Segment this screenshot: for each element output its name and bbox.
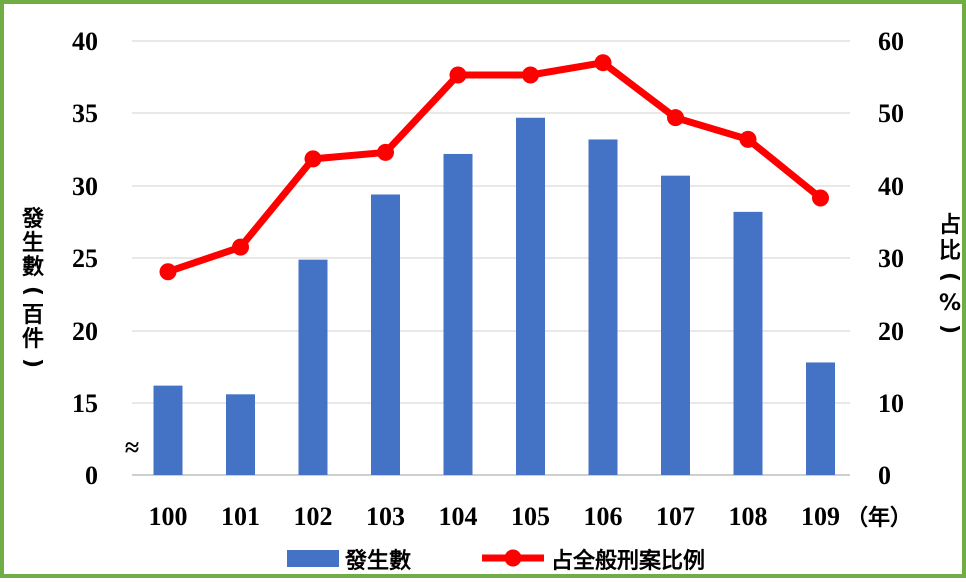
y-right-tick-label: 60	[878, 27, 904, 56]
axis-title-char: (	[20, 286, 45, 296]
line-point-105	[522, 66, 539, 84]
line-point-107	[667, 109, 684, 127]
y-right-axis-title: 占比 (%)	[937, 213, 962, 334]
y-left-tick-label: 40	[72, 27, 98, 56]
line-point-102	[304, 150, 322, 168]
y-right-tick-label: 10	[878, 389, 904, 418]
bar-105	[516, 117, 545, 475]
y-right-tick-label: 0	[878, 461, 891, 490]
x-tick-label: 102	[294, 502, 333, 531]
y-left-tick-label: 20	[72, 317, 98, 346]
legend-line-label: 占全般刑案比例	[551, 548, 705, 574]
y-right-tick-label: 40	[878, 172, 904, 201]
bar-107	[661, 175, 690, 475]
y-left-tick-label: 0	[85, 461, 98, 490]
x-tick-label: 105	[511, 502, 550, 531]
x-tick-label: 104	[439, 502, 478, 531]
x-tick-label: 107	[656, 502, 695, 531]
bar-100	[153, 385, 183, 475]
x-tick-label: 108	[729, 502, 768, 531]
y-left-axis-title: 發生數 ( 百件)	[20, 207, 45, 368]
y-left-tick-label: 35	[72, 99, 98, 128]
line-series	[166, 59, 823, 276]
y-left-tick-label: 15	[72, 389, 98, 418]
bar-104	[443, 153, 473, 475]
y-right-tick-label: 20	[878, 317, 904, 346]
line-point-103	[377, 143, 394, 161]
bar-102	[298, 259, 328, 475]
x-tick-label: 106	[584, 502, 623, 531]
legend-bar-swatch	[287, 550, 339, 567]
axis-title-char: 件	[22, 327, 44, 352]
x-axis-unit: （年）	[846, 505, 912, 531]
bar-103	[371, 194, 400, 475]
legend-line-marker	[504, 549, 522, 567]
y-right-tick-label: 30	[878, 244, 904, 273]
axis-title-char: 比	[939, 239, 961, 264]
axis-title-char: 百	[22, 303, 44, 328]
x-tick-label: 101	[221, 502, 260, 531]
bar-106	[588, 139, 618, 476]
line-point-104	[449, 66, 467, 84]
axis-title-char: )	[20, 358, 45, 368]
axis-break-symbol: ≈	[125, 433, 139, 462]
line-point-101	[232, 238, 249, 256]
combo-chart: 0 15 20 25 30 35 40 ≈0 10 20 30 40 50 60 100 101 102 103 1…	[20, 27, 962, 574]
axis-title-char: 數	[22, 255, 44, 280]
axis-title-char: %	[939, 291, 961, 316]
x-tick-label: 109	[801, 502, 840, 531]
y-left-tick-label: 30	[72, 172, 98, 201]
bar-108	[733, 211, 763, 475]
line-point-108	[739, 130, 757, 148]
x-tick-label: 100	[149, 502, 188, 531]
axis-title-char: 生	[22, 231, 44, 256]
line-point-106	[594, 54, 612, 72]
line-point-100	[159, 263, 177, 281]
legend-bar-label: 發生數	[344, 549, 411, 574]
axis-title-char: 發	[21, 207, 44, 232]
line-point-109	[812, 189, 829, 207]
axis-title-char: 占	[939, 213, 961, 238]
bar-101	[226, 394, 255, 475]
x-tick-label: 103	[366, 502, 405, 531]
axis-title-char: )	[937, 324, 962, 334]
bar-109	[806, 362, 835, 475]
axis-title-char: (	[937, 272, 962, 282]
y-left-tick-label: 25	[72, 244, 98, 273]
y-right-tick-label: 50	[878, 99, 904, 128]
